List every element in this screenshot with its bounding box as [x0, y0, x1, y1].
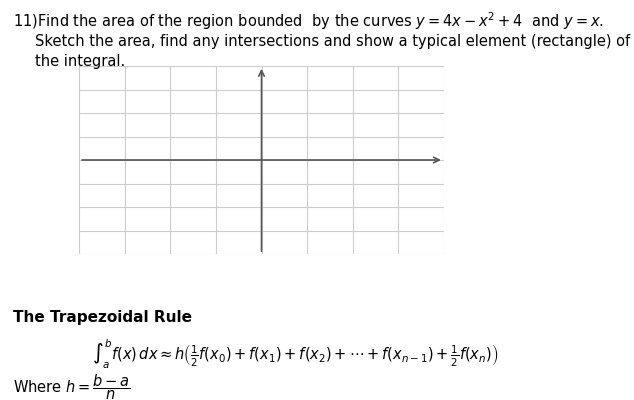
Text: $\int_a^b f(x)\,dx \approx h\left(\frac{1}{2}f(x_0) + f(x_1) + f(x_2) + \cdots +: $\int_a^b f(x)\,dx \approx h\left(\frac{…	[92, 338, 498, 371]
Text: 11)Find the area of the region bounded  by the curves $y = 4x - x^2 + 4$  and $y: 11)Find the area of the region bounded b…	[13, 10, 604, 32]
Text: Sketch the area, find any intersections and show a typical element (rectangle) o: Sketch the area, find any intersections …	[35, 34, 630, 49]
Text: The Trapezoidal Rule: The Trapezoidal Rule	[13, 310, 191, 325]
Text: Where $h = \dfrac{b-a}{n}$: Where $h = \dfrac{b-a}{n}$	[13, 373, 131, 400]
Text: the integral.: the integral.	[35, 54, 125, 69]
